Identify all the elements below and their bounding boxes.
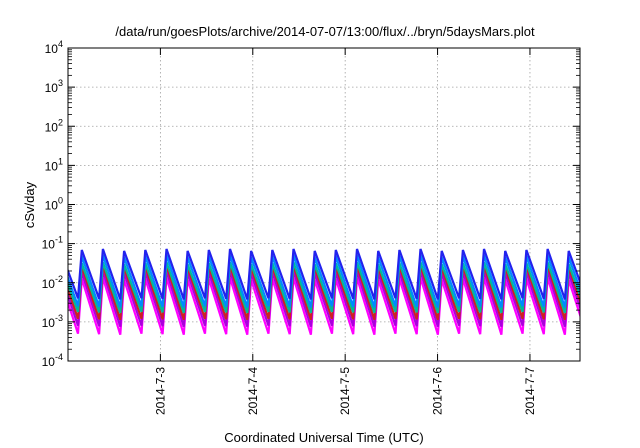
x-tick-label: 2014-7-6 bbox=[431, 367, 445, 415]
series-line bbox=[68, 248, 580, 300]
y-tick-label: 10-1 bbox=[42, 235, 63, 252]
y-tick-label: 104 bbox=[45, 39, 63, 56]
y-tick-label: 101 bbox=[45, 156, 63, 173]
y-tick-label: 10-2 bbox=[42, 274, 63, 291]
x-tick-label: 2014-7-7 bbox=[523, 367, 537, 415]
y-tick-label: 10-4 bbox=[42, 352, 63, 369]
y-axis-label: cSv/day bbox=[22, 181, 37, 228]
y-tick-label: 103 bbox=[45, 78, 63, 95]
y-tick-label: 100 bbox=[45, 196, 63, 213]
y-tick-label: 10-3 bbox=[42, 313, 63, 330]
x-axis: 2014-7-3 2014-7-4 2014-7-5 2014-7-6 2014-7-7 bbox=[153, 48, 537, 415]
chart-title: /data/run/goesPlots/archive/2014-07-07/1… bbox=[115, 24, 535, 39]
x-tick-label: 2014-7-5 bbox=[338, 367, 352, 415]
x-tick-label: 2014-7-3 bbox=[153, 367, 167, 415]
x-tick-label: 2014-7-4 bbox=[246, 367, 260, 415]
y-tick-label: 102 bbox=[45, 117, 63, 134]
x-axis-label: Coordinated Universal Time (UTC) bbox=[224, 430, 423, 445]
series-group bbox=[68, 248, 580, 336]
